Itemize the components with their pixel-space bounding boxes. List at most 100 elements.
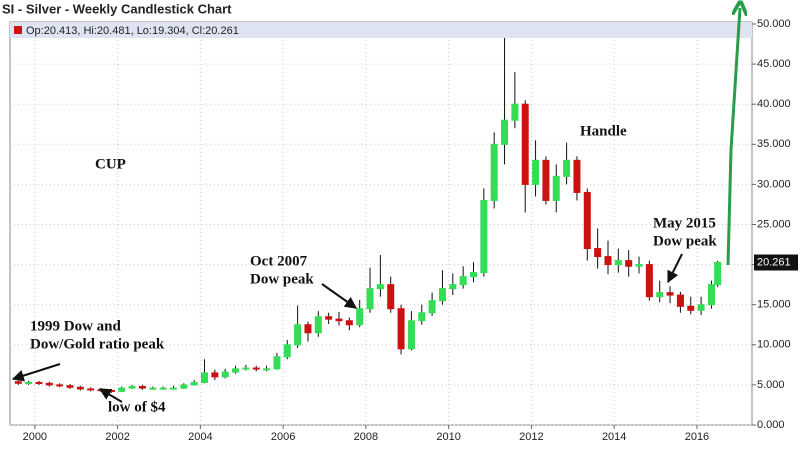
x-tick-label: 2002 (105, 431, 129, 443)
candle-body (376, 284, 384, 290)
y-tick-label: 50.000 (757, 18, 791, 30)
candle-body (418, 312, 426, 322)
annotation: low of $4 (108, 399, 166, 415)
candle-body (532, 159, 540, 185)
candle-body (687, 305, 695, 311)
candle-body (563, 159, 571, 177)
candle-body (221, 371, 229, 378)
info-text: Op:20.413, Hi:20.481, Lo:19.304, Cl:20.2… (26, 25, 239, 37)
candle-body (676, 294, 684, 307)
annotation: Dow peak (653, 233, 717, 249)
y-tick-label: 0.000 (757, 419, 785, 431)
candle-body (480, 199, 488, 274)
candle-body (35, 381, 43, 384)
candles (14, 25, 722, 393)
candle-body (345, 320, 353, 326)
candle-body (201, 372, 209, 383)
candle-body (594, 248, 602, 258)
candle-body (428, 300, 436, 314)
y-tick-label: 10.000 (757, 339, 791, 351)
candle-body (469, 272, 477, 278)
candle-body (490, 143, 498, 201)
arrow (667, 253, 683, 284)
last-price-label: 20.261 (757, 256, 791, 268)
x-tick-label: 2010 (436, 431, 460, 443)
candle-body (190, 381, 198, 386)
candle-body (366, 288, 374, 310)
candle-body (107, 390, 115, 393)
candle-body (511, 103, 519, 121)
candle-body (625, 260, 633, 267)
candle-body (356, 308, 364, 326)
annotation: CUP (95, 156, 126, 172)
y-tick-label: 5.000 (757, 379, 785, 391)
candle-body (87, 388, 95, 391)
candle-body (501, 119, 509, 145)
candle-body (645, 264, 653, 298)
candle-body (583, 191, 591, 250)
candle-body (180, 384, 188, 389)
info-swatch (14, 26, 22, 34)
y-tick-label: 45.000 (757, 58, 791, 70)
candle-body (459, 276, 467, 286)
info-bar (10, 22, 752, 38)
candle-body (169, 387, 177, 390)
candle-body (66, 385, 74, 388)
x-tick-label: 2004 (188, 431, 212, 443)
candle-body (521, 103, 529, 185)
candle-body (138, 386, 146, 389)
annotation: 1999 Dow and (30, 318, 122, 334)
candle-body (232, 368, 240, 373)
projection-arrow (726, 8, 740, 266)
candle-body (14, 381, 22, 384)
candle-body (542, 159, 550, 201)
candle-body (573, 159, 581, 193)
arrow (321, 283, 357, 309)
x-tick-label: 2012 (519, 431, 543, 443)
grid (10, 23, 756, 429)
candle-body (552, 175, 560, 201)
y-tick-label: 40.000 (757, 98, 791, 110)
candle-body (407, 320, 415, 350)
annotation: Handle (580, 123, 627, 139)
candle-body (635, 264, 643, 267)
candle-body (449, 284, 457, 290)
candle-body (604, 256, 612, 266)
candle-body (283, 344, 291, 358)
candle-body (397, 308, 405, 350)
candle-body (304, 324, 312, 334)
candle-body (76, 386, 84, 390)
candle-body (294, 324, 302, 346)
candle-body (211, 372, 219, 378)
chart-title: SI - Silver - Weekly Candlestick Chart (2, 1, 232, 16)
candle-body (666, 292, 674, 296)
candle-body (314, 316, 322, 334)
candle-body (387, 284, 395, 310)
candle-body (242, 367, 250, 370)
y-tick-label: 30.000 (757, 178, 791, 190)
x-tick-label: 2008 (354, 431, 378, 443)
candle-body (656, 292, 664, 298)
last-price-box (754, 254, 798, 271)
x-tick-label: 2006 (271, 431, 295, 443)
annotation: May 2015 (653, 215, 716, 231)
candle-body (697, 304, 705, 311)
candle-body (714, 262, 722, 286)
candle-body (128, 386, 136, 389)
y-tick-label: 35.000 (757, 138, 791, 150)
candle-body (25, 381, 33, 384)
candle-body (335, 318, 343, 322)
candle-body (707, 284, 715, 306)
arrow (11, 363, 61, 382)
x-tick-label: 2014 (602, 431, 626, 443)
candle-body (45, 382, 53, 386)
x-tick-label: 2016 (685, 431, 709, 443)
candle-body (263, 368, 271, 371)
annotation: Dow/Gold ratio peak (30, 336, 165, 352)
plot-frame (9, 21, 753, 426)
candle-body (438, 288, 446, 302)
x-tick-label: 2000 (23, 431, 47, 443)
candle-body (159, 387, 167, 390)
candle-body (614, 260, 622, 266)
